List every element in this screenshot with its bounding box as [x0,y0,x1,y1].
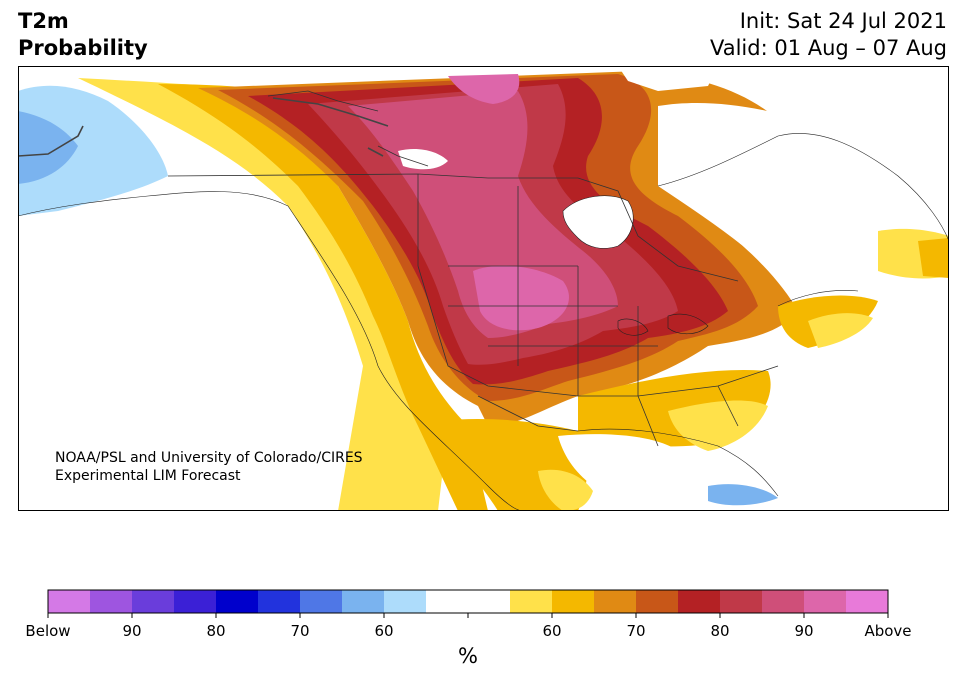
colorbar-tick-label: 70 [626,622,646,640]
credit-line-2: Experimental LIM Forecast [55,468,241,484]
above-max-region [473,265,569,331]
colorbar-cell [804,590,847,613]
colorbar-cell [174,590,217,613]
west-coast-above-60 [78,78,448,511]
colorbar-cell [384,590,427,613]
colorbar-cell [678,590,721,613]
colorbar-cell [468,590,511,613]
colorbar-tick-label: 80 [710,622,730,640]
east-canada-neutral [658,102,949,272]
southeast-above-60 [668,400,768,451]
colorbar-cell [510,590,553,613]
colorbar-ticks [47,613,889,618]
map-frame [18,66,949,511]
colorbar-cell [762,590,805,613]
variable-name: T2m [18,9,69,33]
coastlines [18,133,949,511]
colorbar-cells [48,590,889,613]
political-borders [167,90,779,447]
colorbar [47,589,889,618]
northeast-us-above-60 [808,313,873,348]
colorbar-unit: % [458,644,478,668]
colorbar-cell [48,590,91,613]
alaska-below-70-region [18,111,78,184]
valid-range: Valid: 01 Aug – 07 Aug [709,36,947,60]
mexico-above-60 [538,469,593,511]
credit-text: NOAA/PSL and University of Colorado/CIRE… [55,449,363,485]
arctic-neutral-1 [328,66,378,80]
init-date: Init: Sat 24 Jul 2021 [739,9,947,33]
colorbar-cell [594,590,637,613]
colorbar-tick-label: 90 [122,622,142,640]
colorbar-tick-label: 80 [206,622,226,640]
colorbar-cell [846,590,889,613]
colorbar-tick-label: 90 [794,622,814,640]
maritimes-above-70 [918,238,949,278]
product-name: Probability [18,36,148,60]
arctic-neutral-2 [388,66,488,76]
colorbar-cell [720,590,763,613]
rivers-lakes [18,97,389,157]
colorbar-tick-label: Above [864,622,912,640]
colorbar-cell [552,590,595,613]
colorbar-tick-label: 60 [542,622,562,640]
arctic-neutral-4 [398,149,448,170]
colorbar-tick-label: Below [25,622,71,640]
colorbar-cell [636,590,679,613]
probability-map [18,66,949,511]
hudson-bay [563,195,634,249]
credit-line-1: NOAA/PSL and University of Colorado/CIRE… [55,450,363,466]
colorbar-tick-label: 60 [374,622,394,640]
arctic-neutral-3 [618,66,718,91]
forecast-dates: Init: Sat 24 Jul 2021 Valid: 01 Aug – 07… [710,8,947,62]
map-title: T2m Probability [18,8,148,62]
alaska-below-region [18,85,168,216]
colorbar-cell [426,590,469,613]
colorbar-cell [258,590,301,613]
caribbean-below-region [708,484,778,506]
colorbar-tick-label: 70 [290,622,310,640]
colorbar-cell [216,590,259,613]
colorbar-cell [342,590,385,613]
above-max-north-region [448,74,520,104]
colorbar-cell [132,590,175,613]
colorbar-cell [300,590,343,613]
gulf-of-mexico [558,434,678,486]
colorbar-cell [90,590,133,613]
